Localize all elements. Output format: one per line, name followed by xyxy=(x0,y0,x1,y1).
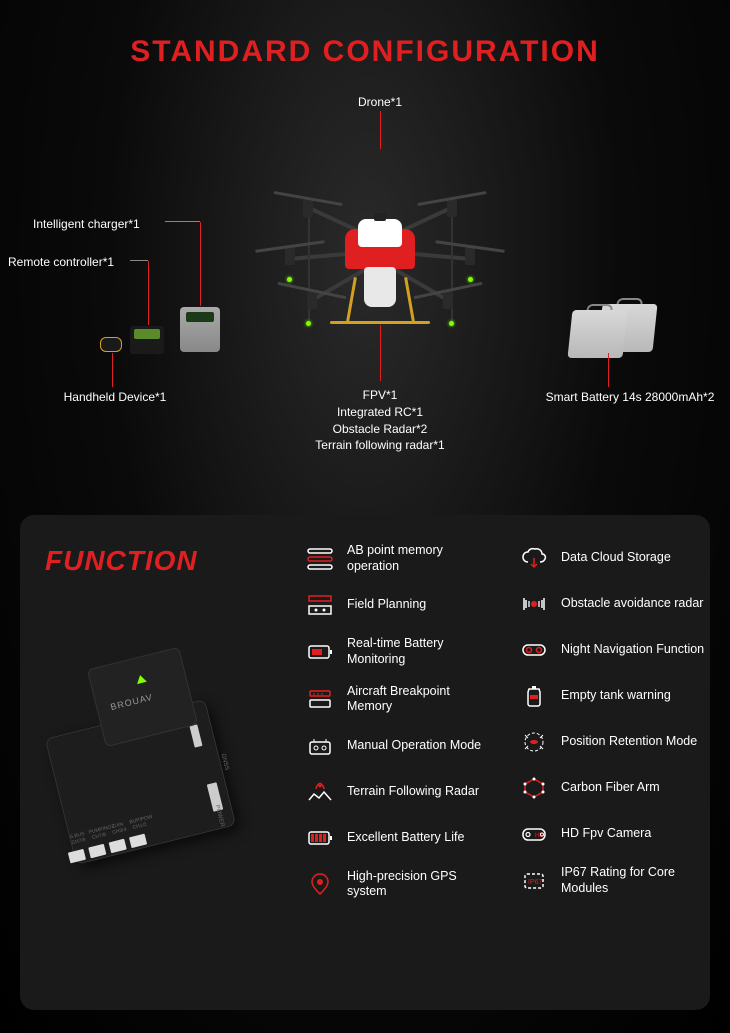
feature-item: HDHD Fpv Camera xyxy=(519,819,709,849)
manual-icon xyxy=(305,731,335,761)
label-handheld: Handheld Device*1 xyxy=(45,389,185,406)
label-drone: Drone*1 xyxy=(340,94,420,111)
feature-columns: AB point memory operation Field Planning… xyxy=(305,543,709,900)
feature-item: Field Planning xyxy=(305,590,495,620)
page-title: STANDARD CONFIGURATION xyxy=(0,0,730,69)
feature-item: Manual Operation Mode xyxy=(305,731,495,761)
carbon-icon xyxy=(519,773,549,803)
charger-illustration xyxy=(180,307,220,352)
label-center: FPV*1 Integrated RC*1 Obstacle Radar*2 T… xyxy=(300,387,460,454)
drone-illustration xyxy=(240,149,520,349)
breakpoint-icon xyxy=(305,684,335,714)
night-icon xyxy=(519,635,549,665)
feature-item: IP67IP67 Rating for Core Modules xyxy=(519,865,709,896)
battery-icon xyxy=(305,637,335,667)
feature-item: Empty tank warning xyxy=(519,681,709,711)
feature-item: Excellent Battery Life xyxy=(305,823,495,853)
position-icon xyxy=(519,727,549,757)
memory-icon xyxy=(305,544,335,574)
feature-item: Position Retention Mode xyxy=(519,727,709,757)
leader-handheld xyxy=(112,353,113,387)
gps-icon xyxy=(305,869,335,899)
label-battery: Smart Battery 14s 28000mAh*2 xyxy=(530,389,730,406)
feature-item: Aircraft Breakpoint Memory xyxy=(305,684,495,715)
feature-item: Night Navigation Function xyxy=(519,635,709,665)
ip67-icon: IP67 xyxy=(519,866,549,896)
config-diagram: Drone*1 Intelligent charger*1 Remote con… xyxy=(0,89,730,469)
leader-center xyxy=(380,325,381,381)
label-charger: Intelligent charger*1 xyxy=(33,216,173,233)
function-card: FUNCTION BROUAV GNSS POWER S.BUS CH7/8 P… xyxy=(20,515,710,1010)
cloud-icon xyxy=(519,543,549,573)
remote-illustration xyxy=(130,326,164,354)
feature-item: Obstacle avoidance radar xyxy=(519,589,709,619)
feature-item: Real-time Battery Monitoring xyxy=(305,636,495,667)
feature-col-2: Data Cloud Storage Obstacle avoidance ra… xyxy=(519,543,709,900)
feature-item: High-precision GPS system xyxy=(305,869,495,900)
camera-icon: HD xyxy=(519,819,549,849)
feature-item: AB point memory operation xyxy=(305,543,495,574)
leader-charger xyxy=(200,222,201,306)
feature-item: Terrain Following Radar xyxy=(305,777,495,807)
module-illustration: BROUAV GNSS POWER S.BUS CH7/8 PUMP/NOZ C… xyxy=(40,655,270,885)
field-icon xyxy=(305,590,335,620)
battery-life-icon xyxy=(305,823,335,853)
feature-item: Data Cloud Storage xyxy=(519,543,709,573)
tank-icon xyxy=(519,681,549,711)
svg-text:IP67: IP67 xyxy=(528,879,543,886)
radar-icon xyxy=(519,589,549,619)
feature-item: Carbon Fiber Arm xyxy=(519,773,709,803)
label-remote: Remote controller*1 xyxy=(8,254,148,271)
terrain-icon xyxy=(305,777,335,807)
leader-remote xyxy=(148,261,149,325)
leader-drone xyxy=(380,111,381,149)
handheld-illustration xyxy=(100,337,122,352)
leader-battery xyxy=(608,353,609,387)
feature-col-1: AB point memory operation Field Planning… xyxy=(305,543,495,900)
